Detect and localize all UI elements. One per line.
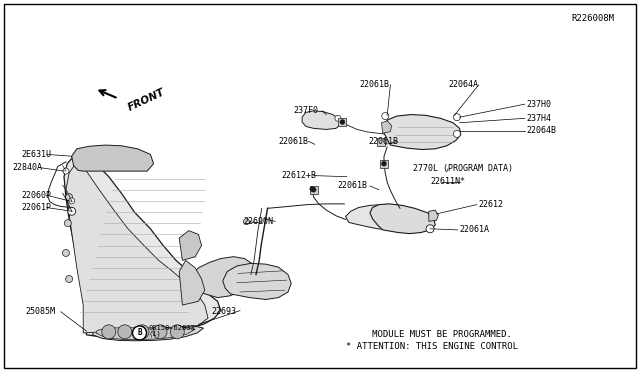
- Text: 22840A: 22840A: [13, 163, 43, 172]
- Text: 22693: 22693: [211, 307, 236, 316]
- Polygon shape: [223, 263, 291, 299]
- Text: FRONT: FRONT: [127, 87, 167, 113]
- Circle shape: [135, 325, 149, 339]
- Text: 2E631U: 2E631U: [21, 150, 51, 159]
- Circle shape: [454, 114, 460, 121]
- Text: 22612+B: 22612+B: [282, 171, 317, 180]
- Polygon shape: [302, 111, 340, 129]
- Polygon shape: [64, 154, 221, 337]
- Circle shape: [66, 194, 72, 201]
- Polygon shape: [179, 260, 205, 305]
- Text: 22064B: 22064B: [526, 126, 556, 135]
- Polygon shape: [93, 327, 204, 341]
- Text: 22061A: 22061A: [460, 225, 490, 234]
- Circle shape: [426, 225, 434, 233]
- Text: 22061B: 22061B: [337, 182, 367, 190]
- Circle shape: [65, 220, 71, 227]
- Circle shape: [170, 325, 184, 339]
- Text: 22690N: 22690N: [243, 217, 273, 226]
- Polygon shape: [381, 121, 392, 133]
- Text: 22064A: 22064A: [448, 80, 478, 89]
- Circle shape: [340, 119, 345, 125]
- Text: 2770L (PROGRAM DATA): 2770L (PROGRAM DATA): [413, 164, 513, 173]
- Circle shape: [310, 186, 315, 192]
- Circle shape: [132, 326, 147, 340]
- Circle shape: [102, 325, 116, 339]
- Circle shape: [454, 131, 460, 137]
- Text: 237F0: 237F0: [293, 106, 318, 115]
- Bar: [377, 138, 385, 146]
- Circle shape: [153, 325, 167, 339]
- Bar: [310, 186, 317, 194]
- Text: 237H4: 237H4: [526, 114, 551, 123]
- Circle shape: [63, 250, 69, 256]
- Text: 22061P: 22061P: [21, 203, 51, 212]
- Polygon shape: [383, 115, 461, 150]
- Text: (1): (1): [148, 330, 161, 337]
- Circle shape: [381, 161, 387, 166]
- Text: * ATTENTION: THIS ENGINE CONTROL: * ATTENTION: THIS ENGINE CONTROL: [346, 342, 518, 351]
- Polygon shape: [66, 164, 208, 333]
- Polygon shape: [96, 328, 195, 340]
- Text: R226008M: R226008M: [572, 14, 614, 23]
- Circle shape: [118, 325, 132, 339]
- Text: 22061B: 22061B: [278, 137, 308, 146]
- Circle shape: [243, 219, 250, 225]
- Text: 22060P: 22060P: [21, 191, 51, 200]
- Circle shape: [382, 113, 388, 119]
- Text: B: B: [137, 328, 142, 337]
- Text: MODULE MUST BE PROGRAMMED.: MODULE MUST BE PROGRAMMED.: [356, 330, 511, 339]
- Bar: [380, 160, 388, 168]
- Polygon shape: [370, 204, 435, 234]
- Polygon shape: [72, 145, 154, 171]
- Polygon shape: [346, 205, 422, 230]
- Polygon shape: [191, 257, 256, 298]
- Circle shape: [63, 168, 69, 174]
- Polygon shape: [429, 210, 438, 221]
- Circle shape: [311, 187, 316, 192]
- Text: 237H0: 237H0: [526, 100, 551, 109]
- Text: 22061B: 22061B: [368, 137, 398, 146]
- Circle shape: [68, 207, 76, 215]
- Text: 08158-62033: 08158-62033: [148, 325, 195, 331]
- Text: 22611N*: 22611N*: [430, 177, 465, 186]
- Text: 22061B: 22061B: [360, 80, 390, 89]
- Text: 22612: 22612: [479, 200, 504, 209]
- Circle shape: [66, 276, 72, 282]
- Circle shape: [68, 198, 75, 204]
- Text: 25085M: 25085M: [26, 307, 56, 316]
- Circle shape: [335, 115, 341, 121]
- Polygon shape: [179, 231, 202, 260]
- Bar: [339, 118, 346, 126]
